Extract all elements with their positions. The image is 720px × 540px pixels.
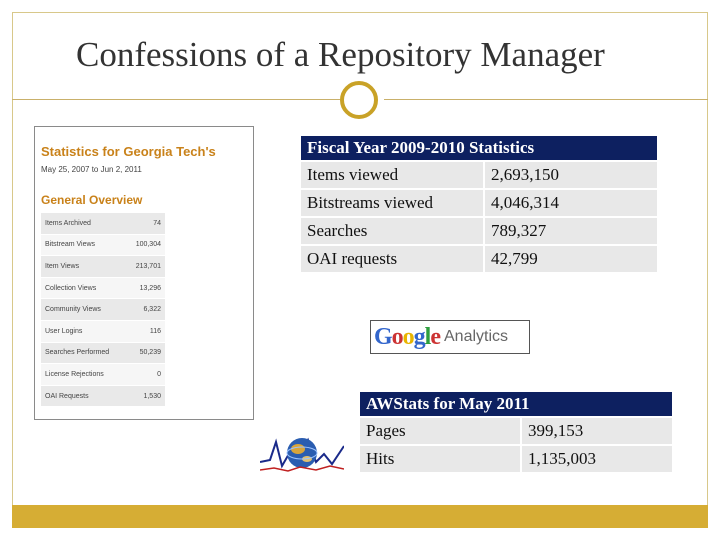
fiscal-table-title: Fiscal Year 2009-2010 Statistics — [301, 136, 657, 160]
row-value: 13,296 — [139, 284, 161, 292]
row-label: User Logins — [45, 327, 83, 335]
logo-letter: o — [402, 323, 415, 350]
screenshot-title: Statistics for Georgia Tech's — [41, 144, 216, 159]
row-label: OAI Requests — [45, 392, 89, 400]
ring-ornament — [340, 81, 378, 119]
awstats-table-title: AWStats for May 2011 — [360, 392, 672, 416]
screenshot-heading: General Overview — [41, 193, 143, 207]
awstats-table: AWStats for May 2011 Pages 399,153 Hits … — [358, 390, 674, 474]
table-row: OAI requests 42,799 — [301, 246, 657, 272]
logo-letter: l — [424, 323, 432, 350]
table-row: Bitstreams viewed 4,046,314 — [301, 190, 657, 216]
table-row: Hits 1,135,003 — [360, 446, 672, 472]
row-label: Searches — [301, 218, 483, 244]
table-row: Items Archived 74 — [41, 213, 165, 235]
row-label: License Rejections — [45, 370, 104, 378]
awstats-globe-icon — [260, 432, 344, 472]
row-label: Pages — [360, 418, 520, 444]
row-value: 0 — [157, 370, 161, 378]
row-label: Items viewed — [301, 162, 483, 188]
divider-right — [384, 99, 708, 100]
row-value: 42,799 — [485, 246, 657, 272]
overview-table: Items Archived 74 Bitstream Views 100,304 … — [41, 213, 165, 408]
row-value: 2,693,150 — [485, 162, 657, 188]
footer-bar — [12, 505, 708, 528]
table-row: Searches 789,327 — [301, 218, 657, 244]
divider-left — [12, 99, 340, 100]
row-label: Bitstreams viewed — [301, 190, 483, 216]
table-row: Item Views 213,701 — [41, 256, 165, 278]
row-value: 213,701 — [135, 262, 161, 270]
table-row: Items viewed 2,693,150 — [301, 162, 657, 188]
row-label: Items Archived — [45, 219, 91, 227]
row-label: Hits — [360, 446, 520, 472]
logo-letter: e — [430, 323, 441, 350]
table-row: License Rejections 0 — [41, 364, 165, 386]
row-value: 50,239 — [139, 349, 161, 357]
row-label: Bitstream Views — [45, 241, 96, 249]
table-row: OAI Requests 1,530 — [41, 385, 165, 408]
table-row: User Logins 116 — [41, 320, 165, 343]
row-value: 74 — [153, 219, 161, 227]
logo-letter: G — [374, 323, 393, 350]
row-label: Collection Views — [45, 284, 97, 292]
logo-letter: o — [391, 323, 404, 350]
table-row: Collection Views 13,296 — [41, 277, 165, 300]
row-value: 116 — [149, 327, 161, 335]
logo-word: Analytics — [444, 328, 509, 345]
table-row: Bitstream Views 100,304 — [41, 234, 165, 257]
table-row: Community Views 6,322 — [41, 299, 165, 321]
row-value: 789,327 — [485, 218, 657, 244]
table-row: Pages 399,153 — [360, 418, 672, 444]
logo-letter: g — [413, 323, 426, 350]
fiscal-stats-table: Fiscal Year 2009-2010 Statistics Items v… — [299, 134, 659, 274]
row-value: 6,322 — [143, 306, 161, 314]
row-value: 4,046,314 — [485, 190, 657, 216]
slide-title: Confessions of a Repository Manager — [76, 35, 605, 74]
row-value: 100,304 — [135, 241, 161, 249]
row-label: OAI requests — [301, 246, 483, 272]
screenshot-dates: May 25, 2007 to Jun 2, 2011 — [41, 165, 142, 174]
row-label: Community Views — [45, 306, 101, 314]
table-row: Searches Performed 50,239 — [41, 342, 165, 365]
row-value: 1,530 — [143, 392, 161, 400]
row-value: 1,135,003 — [522, 446, 672, 472]
row-value: 399,153 — [522, 418, 672, 444]
row-label: Searches Performed — [45, 349, 110, 357]
row-label: Item Views — [45, 262, 80, 270]
stats-screenshot: Statistics for Georgia Tech's May 25, 20… — [34, 126, 254, 420]
